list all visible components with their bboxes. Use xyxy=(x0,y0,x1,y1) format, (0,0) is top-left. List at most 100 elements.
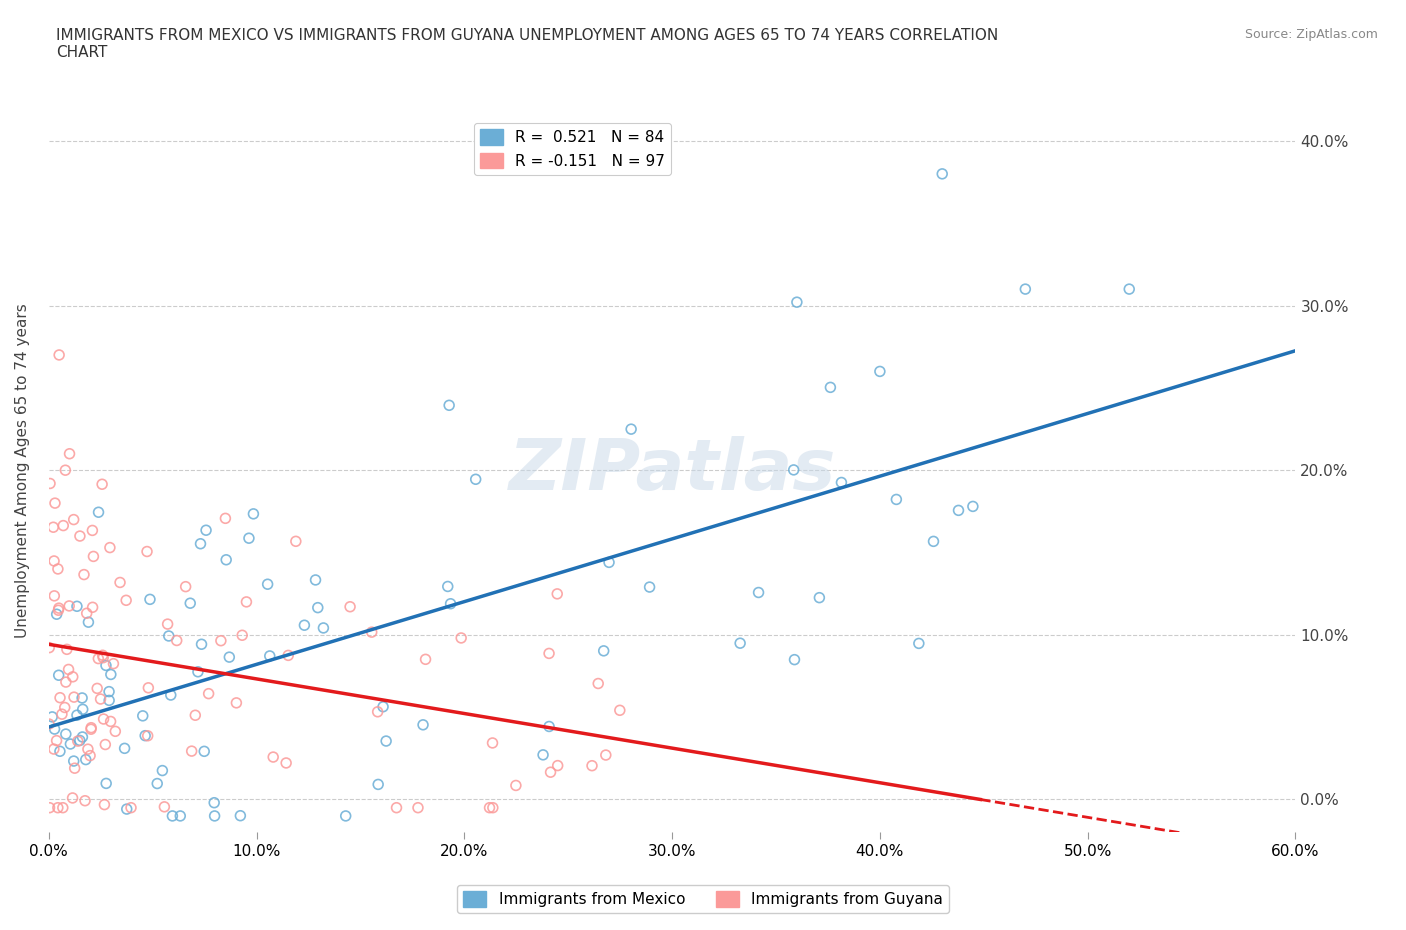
Point xyxy=(98,684,121,699)
Point xyxy=(830,475,852,490)
Point xyxy=(202,795,225,810)
Point xyxy=(82,600,104,615)
Point xyxy=(49,744,72,759)
Point xyxy=(136,544,159,559)
Point xyxy=(256,577,278,591)
Point xyxy=(42,741,65,756)
Point xyxy=(72,729,94,744)
Point xyxy=(586,676,609,691)
Point xyxy=(146,777,169,791)
Point xyxy=(46,800,69,815)
Point xyxy=(215,552,238,567)
Point xyxy=(48,348,70,363)
Point xyxy=(229,808,252,823)
Point xyxy=(339,599,361,614)
Point xyxy=(77,615,100,630)
Point xyxy=(108,575,131,590)
Point xyxy=(218,650,240,665)
Point xyxy=(77,742,100,757)
Point xyxy=(162,808,184,823)
Text: Source: ZipAtlas.com: Source: ZipAtlas.com xyxy=(1244,28,1378,41)
Point xyxy=(478,800,501,815)
Point xyxy=(73,567,96,582)
Point xyxy=(546,587,568,602)
Point xyxy=(87,651,110,666)
Point xyxy=(312,620,335,635)
Point xyxy=(87,505,110,520)
Point xyxy=(56,642,79,657)
Point xyxy=(820,380,842,395)
Point xyxy=(100,714,122,729)
Point xyxy=(44,722,66,737)
Point xyxy=(360,625,382,640)
Point xyxy=(231,628,253,643)
Point xyxy=(209,633,232,648)
Point xyxy=(150,764,173,778)
Point xyxy=(547,758,569,773)
Point xyxy=(808,591,831,605)
Point xyxy=(96,776,118,790)
Point xyxy=(44,496,66,511)
Point xyxy=(39,476,62,491)
Point xyxy=(100,667,122,682)
Point xyxy=(91,477,114,492)
Point xyxy=(276,755,298,770)
Point xyxy=(367,777,389,791)
Point xyxy=(62,512,84,527)
Point xyxy=(190,537,212,551)
Point xyxy=(58,446,80,461)
Point xyxy=(166,633,188,648)
Point xyxy=(91,650,114,665)
Point xyxy=(51,707,73,722)
Point xyxy=(197,686,219,701)
Point xyxy=(869,364,891,379)
Point xyxy=(598,555,620,570)
Point xyxy=(48,603,70,618)
Point xyxy=(45,733,67,748)
Point xyxy=(292,618,315,632)
Point xyxy=(195,523,218,538)
Point xyxy=(98,540,121,555)
Point xyxy=(193,744,215,759)
Point xyxy=(156,617,179,631)
Point xyxy=(436,579,458,594)
Point xyxy=(41,710,63,724)
Point xyxy=(55,726,77,741)
Y-axis label: Unemployment Among Ages 65 to 74 years: Unemployment Among Ages 65 to 74 years xyxy=(15,303,30,638)
Point xyxy=(42,553,65,568)
Point xyxy=(307,600,329,615)
Point xyxy=(908,636,931,651)
Point xyxy=(90,692,112,707)
Point xyxy=(103,657,125,671)
Point xyxy=(437,398,460,413)
Point xyxy=(595,748,617,763)
Point xyxy=(153,800,176,815)
Point xyxy=(538,719,561,734)
Point xyxy=(638,579,661,594)
Point xyxy=(138,681,160,696)
Point xyxy=(187,664,209,679)
Point xyxy=(59,737,82,751)
Point xyxy=(62,670,84,684)
Point xyxy=(72,702,94,717)
Point xyxy=(174,579,197,594)
Point xyxy=(42,520,65,535)
Legend: Immigrants from Mexico, Immigrants from Guyana: Immigrants from Mexico, Immigrants from … xyxy=(457,884,949,913)
Point xyxy=(93,797,115,812)
Point xyxy=(262,750,284,764)
Point xyxy=(94,658,117,673)
Point xyxy=(63,761,86,776)
Point xyxy=(136,728,159,743)
Point xyxy=(412,717,434,732)
Point xyxy=(86,681,108,696)
Point xyxy=(385,800,408,815)
Point xyxy=(1118,282,1140,297)
Point xyxy=(76,605,98,620)
Point xyxy=(79,748,101,763)
Point xyxy=(46,562,69,577)
Point xyxy=(139,591,162,606)
Point xyxy=(49,690,72,705)
Point xyxy=(115,592,138,607)
Point xyxy=(620,421,643,436)
Point xyxy=(886,492,908,507)
